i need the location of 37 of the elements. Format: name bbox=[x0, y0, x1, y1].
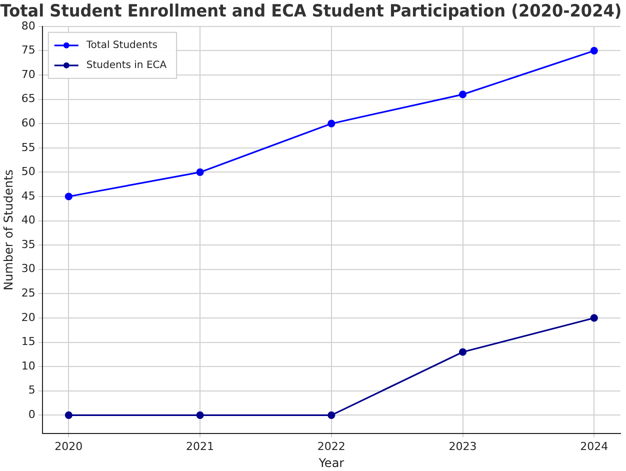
y-tick-label: 65 bbox=[21, 92, 36, 106]
y-tick-label: 50 bbox=[21, 165, 36, 178]
y-tick-label: 45 bbox=[21, 189, 36, 202]
x-tick-label: 2021 bbox=[186, 440, 214, 453]
y-tick-label: 40 bbox=[21, 214, 36, 227]
point bbox=[64, 411, 72, 419]
point bbox=[458, 348, 467, 356]
y-tick-label: 5 bbox=[28, 384, 36, 397]
chart-title: Total Student Enrollment and ECA Student Participation (2020-2024) bbox=[0, 1, 622, 21]
y-tick-label: 10 bbox=[21, 359, 36, 372]
legend-label: Total Students bbox=[85, 40, 158, 51]
point bbox=[458, 90, 467, 98]
x-tick-label: 2023 bbox=[448, 440, 477, 453]
x-tick-label: 2022 bbox=[317, 440, 346, 453]
point bbox=[590, 314, 598, 322]
y-tick-label: 20 bbox=[21, 310, 36, 324]
y-tick-label: 55 bbox=[21, 140, 36, 154]
y-tick-label: 35 bbox=[21, 238, 36, 251]
y-axis-title: Number of Students bbox=[1, 169, 16, 290]
point bbox=[590, 46, 598, 54]
x-axis-title: Year bbox=[318, 456, 344, 470]
point bbox=[64, 192, 72, 200]
y-tick-label: 30 bbox=[21, 262, 36, 276]
y-tick-label: 80 bbox=[21, 19, 36, 32]
y-tick-label: 60 bbox=[21, 116, 36, 130]
x-tick-label: 2020 bbox=[54, 440, 83, 453]
x-tick-label: 2024 bbox=[580, 440, 608, 453]
point bbox=[196, 168, 204, 176]
point bbox=[196, 411, 204, 419]
point bbox=[328, 411, 336, 419]
point bbox=[328, 120, 336, 128]
y-tick-label: 75 bbox=[21, 44, 36, 57]
y-tick-label: 25 bbox=[21, 286, 36, 300]
legend-label: Students in ECA bbox=[86, 60, 167, 71]
y-tick-label: 15 bbox=[21, 335, 36, 348]
y-tick-label: 0 bbox=[28, 408, 36, 422]
y-tick-label: 70 bbox=[21, 68, 36, 81]
